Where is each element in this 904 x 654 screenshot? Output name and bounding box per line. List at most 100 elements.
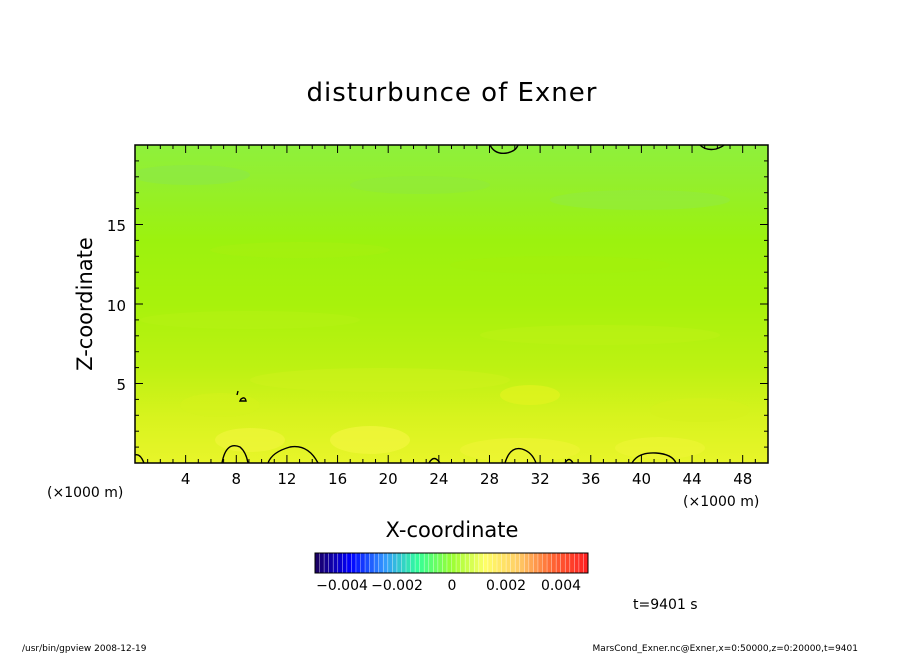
footer-left: /usr/bin/gpview 2008-12-19 — [22, 644, 147, 654]
plot-area — [135, 145, 768, 463]
colorbar-stripe — [528, 553, 534, 573]
x-tick-label: 8 — [232, 470, 242, 488]
colorbar-stripe — [560, 553, 566, 573]
field-patch — [650, 398, 750, 422]
contour-line — [631, 452, 677, 463]
colorbar-stripe — [383, 553, 388, 573]
colorbar-stripe — [506, 553, 511, 573]
contour-line — [221, 445, 249, 463]
x-tick-label: 32 — [531, 470, 550, 488]
footer-right: MarsCond_Exner.nc@Exner,x=0:50000,z=0:20… — [593, 644, 858, 654]
y-unit-label: (×1000 m) — [47, 485, 123, 501]
field-patch — [480, 325, 720, 345]
colorbar-stripe — [583, 553, 588, 573]
colorbar-stripe — [515, 553, 520, 573]
field-patch — [135, 165, 250, 185]
colorbar-stripe — [542, 553, 548, 573]
colorbar-stripe — [460, 553, 466, 573]
y-tick-label: 10 — [107, 297, 126, 315]
colorbar-stripes — [315, 553, 588, 573]
colorbar-stripe — [333, 553, 338, 573]
colorbar-label: 0.004 — [541, 578, 581, 594]
colorbar-stripe — [569, 553, 575, 573]
colorbar-stripe — [442, 553, 447, 573]
colorbar-stripe — [487, 553, 493, 573]
contour-line — [504, 447, 537, 463]
field-patch — [140, 311, 360, 329]
colorbar-stripe — [396, 553, 402, 573]
colorbar-stripe — [315, 553, 320, 573]
field-patch — [350, 176, 490, 194]
colorbar-stripe — [360, 553, 366, 573]
colorbar-stripe — [346, 553, 352, 573]
colorbar-stripe — [465, 553, 470, 573]
colorbar-stripe — [497, 553, 502, 573]
colorbar-label: 0 — [448, 578, 457, 594]
colorbar: −0.004 −0.002 0 0.002 0.004 — [314, 552, 589, 594]
colorbar-stripe — [537, 553, 543, 573]
colorbar-stripe — [365, 553, 370, 573]
axis-ticks — [135, 145, 768, 463]
colorbar-frame — [314, 552, 589, 574]
colorbar-label: −0.004 — [316, 578, 368, 594]
contour-lines — [135, 145, 725, 463]
x-tick-label: 20 — [379, 470, 398, 488]
colorbar-stripe — [451, 553, 457, 573]
field-patch — [250, 368, 510, 392]
x-tick-labels: 4 8 12 16 20 24 28 32 36 40 44 48 — [181, 470, 753, 488]
colorbar-stripe — [501, 553, 507, 573]
field-patch — [215, 428, 285, 452]
x-tick-label: 48 — [733, 470, 752, 488]
x-tick-label: 24 — [429, 470, 448, 488]
contour-line — [135, 453, 145, 463]
colorbar-stripe — [483, 553, 488, 573]
colorbar-stripe — [578, 553, 584, 573]
colorbar-stripe — [392, 553, 397, 573]
colorbar-label: 0.002 — [486, 578, 526, 594]
colorbar-stripe — [355, 553, 361, 573]
x-tick-label: 36 — [581, 470, 600, 488]
field-patch — [615, 437, 705, 459]
colorbar-stripe — [437, 553, 443, 573]
colorbar-stripe — [387, 553, 393, 573]
colorbar-stripe — [492, 553, 497, 573]
y-tick-labels: 5 10 15 — [107, 217, 126, 394]
x-tick-label: 28 — [480, 470, 499, 488]
x-tick-label: 4 — [181, 470, 191, 488]
colorbar-stripe — [456, 553, 461, 573]
colorbar-stripe — [324, 553, 329, 573]
contour-line — [267, 445, 319, 463]
field-patch — [330, 426, 410, 454]
contour-line — [489, 145, 519, 155]
colorbar-stripe — [551, 553, 557, 573]
colorbar-stripe — [410, 553, 416, 573]
y-tick-label: 15 — [107, 217, 126, 235]
field-patch — [450, 256, 670, 274]
colorbar-stripe — [378, 553, 384, 573]
x-tick-label: 44 — [683, 470, 702, 488]
y-axis-label: Z-coordinate — [73, 237, 97, 371]
colorbar-stripe — [342, 553, 347, 573]
colorbar-stripe — [469, 553, 475, 573]
colorbar-stripe — [556, 553, 561, 573]
colorbar-stripe — [565, 553, 570, 573]
colorbar-stripe — [519, 553, 525, 573]
field-patch — [500, 385, 560, 405]
colorbar-stripe — [574, 553, 579, 573]
colorbar-stripe — [328, 553, 334, 573]
colorbar-stripe — [524, 553, 529, 573]
colorbar-stripe — [533, 553, 538, 573]
contour-line — [236, 390, 247, 402]
colorbar-stripe — [337, 553, 343, 573]
field-patch — [550, 190, 730, 210]
colorbar-stripe — [419, 553, 425, 573]
x-tick-label: 12 — [277, 470, 296, 488]
x-tick-label: 40 — [632, 470, 651, 488]
colorbar-stripe — [401, 553, 406, 573]
time-label: t=9401 s — [633, 597, 698, 613]
colorbar-stripe — [319, 553, 325, 573]
field-patch — [460, 438, 580, 462]
x-unit-label: (×1000 m) — [683, 494, 759, 510]
y-tick-label: 5 — [116, 376, 126, 394]
